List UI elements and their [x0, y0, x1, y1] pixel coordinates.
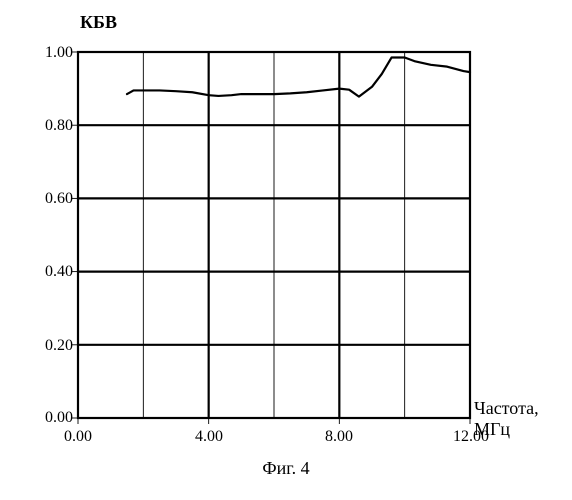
chart-container: { "chart": { "type": "line", "y_axis_tit… [0, 0, 572, 500]
chart-svg [0, 0, 572, 500]
